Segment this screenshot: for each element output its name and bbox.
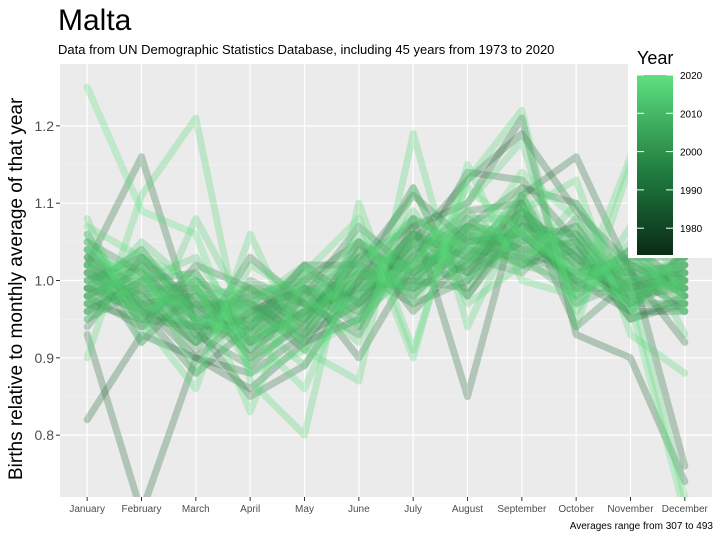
chart-subtitle: Data from UN Demographic Statistics Data… bbox=[58, 42, 554, 57]
series-line-2015 bbox=[83, 184, 689, 377]
series-line-2004 bbox=[83, 199, 689, 346]
series-line-1997 bbox=[83, 222, 689, 323]
series-line-2017 bbox=[83, 130, 689, 393]
series-line-1980 bbox=[83, 222, 689, 346]
x-tick-label: July bbox=[404, 504, 422, 515]
series-line-2002 bbox=[83, 207, 689, 315]
x-tick-label: June bbox=[348, 504, 370, 515]
y-tick-label: 1.0 bbox=[35, 273, 55, 289]
x-tick-label: April bbox=[240, 504, 260, 515]
series-line-1995 bbox=[83, 199, 689, 362]
series-line-2001 bbox=[83, 230, 689, 339]
legend-tick-label: 2000 bbox=[680, 148, 703, 159]
series-line-2009 bbox=[83, 230, 689, 346]
series-line-2019 bbox=[83, 168, 689, 497]
series-line-1978 bbox=[83, 184, 689, 346]
x-tick-label: August bbox=[452, 504, 483, 515]
series-line-1977 bbox=[83, 191, 689, 377]
series-line-2018 bbox=[83, 153, 689, 416]
y-tick-label: 0.9 bbox=[35, 350, 55, 366]
legend-tick-label: 2020 bbox=[680, 71, 703, 82]
x-tick-label: December bbox=[662, 504, 709, 515]
legend-tick-label: 1980 bbox=[680, 224, 703, 235]
series-line-1976 bbox=[83, 168, 689, 362]
series-lines bbox=[83, 83, 689, 497]
y-tick-label: 1.1 bbox=[35, 195, 55, 211]
legend-title: Year bbox=[637, 48, 673, 68]
x-tick-label: October bbox=[558, 504, 594, 515]
series-line-1990 bbox=[83, 230, 689, 339]
x-tick-label: February bbox=[121, 504, 161, 515]
series-line-2007 bbox=[83, 215, 689, 346]
y-tick-label: 1.2 bbox=[35, 118, 55, 134]
chart-title: Malta bbox=[58, 4, 132, 37]
legend-ticks: 1980 1990 2000 2010 2020 bbox=[637, 71, 703, 235]
series-line-1982 bbox=[83, 222, 689, 362]
series-line-2013 bbox=[83, 222, 689, 370]
series-line-2011 bbox=[83, 207, 689, 339]
series-line-1974 bbox=[83, 130, 689, 497]
legend-tick-label: 1990 bbox=[680, 186, 703, 197]
x-tick-label: March bbox=[182, 504, 210, 515]
series-line-1987 bbox=[83, 222, 689, 354]
chart-caption: Averages range from 307 to 493 bbox=[570, 521, 714, 532]
series-line-1983 bbox=[83, 199, 689, 331]
series-line-1996 bbox=[83, 230, 689, 339]
series-line-2016 bbox=[83, 106, 689, 439]
series-line-1979 bbox=[83, 207, 689, 331]
y-axis-label: Births relative to monthly average of th… bbox=[6, 97, 27, 480]
series-line-2020 bbox=[83, 83, 685, 497]
series-line-1984 bbox=[83, 222, 689, 370]
series-line-1988 bbox=[83, 215, 689, 331]
series-line-1991 bbox=[83, 207, 689, 346]
series-line-1999 bbox=[83, 238, 689, 323]
series-line-1985 bbox=[83, 215, 689, 339]
legend-colorbar bbox=[637, 75, 673, 255]
series-line-1986 bbox=[83, 191, 689, 346]
series-line-2008 bbox=[83, 191, 689, 354]
x-tick-label: September bbox=[497, 504, 547, 515]
series-line-2010 bbox=[83, 207, 689, 315]
series-line-2014 bbox=[83, 137, 689, 370]
legend: Year 1980 1990 2000 2010 2020 bbox=[628, 40, 718, 258]
series-line-1975 bbox=[83, 153, 689, 400]
x-axis-ticks: January February March April May June July Augu… bbox=[69, 497, 709, 515]
series-line-1981 bbox=[83, 184, 689, 354]
series-line-2003 bbox=[83, 222, 689, 339]
y-tick-label: 0.8 bbox=[35, 427, 55, 443]
x-tick-label: May bbox=[295, 504, 314, 515]
series-line-1992 bbox=[83, 215, 689, 331]
series-line-2000 bbox=[83, 222, 689, 331]
series-line-1994 bbox=[83, 230, 689, 346]
x-tick-label: January bbox=[69, 504, 105, 515]
legend-tick-label: 2010 bbox=[680, 109, 703, 120]
grid bbox=[60, 64, 712, 497]
series-line-1989 bbox=[83, 215, 689, 354]
series-line-2006 bbox=[83, 230, 689, 331]
series-line-1993 bbox=[83, 222, 689, 339]
x-tick-label: November bbox=[607, 504, 654, 515]
y-axis-ticks: 0.8 0.9 1.0 1.1 1.2 bbox=[35, 118, 60, 443]
series-line-2005 bbox=[83, 230, 689, 323]
series-line-1998 bbox=[83, 215, 689, 346]
series-line-2012 bbox=[83, 184, 689, 331]
series-line-1973 bbox=[83, 114, 689, 485]
